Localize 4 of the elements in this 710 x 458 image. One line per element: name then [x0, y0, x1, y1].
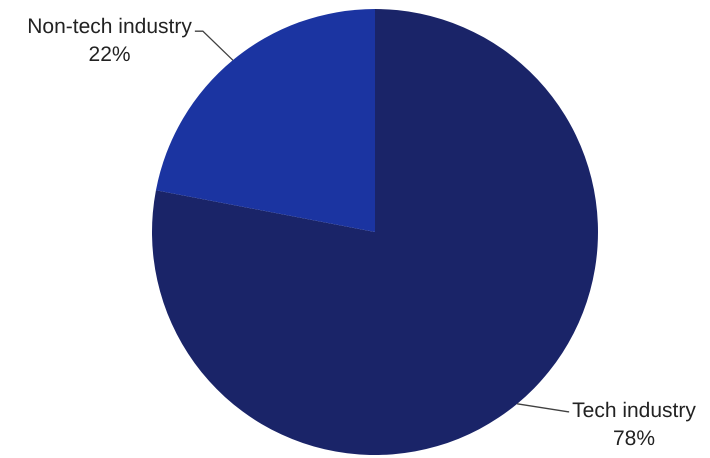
data-label: 22% — [88, 43, 131, 66]
slice-label: Non-tech industry — [27, 15, 192, 38]
data-label: 78% — [612, 426, 656, 450]
slice-label: Tech industry — [572, 398, 696, 422]
